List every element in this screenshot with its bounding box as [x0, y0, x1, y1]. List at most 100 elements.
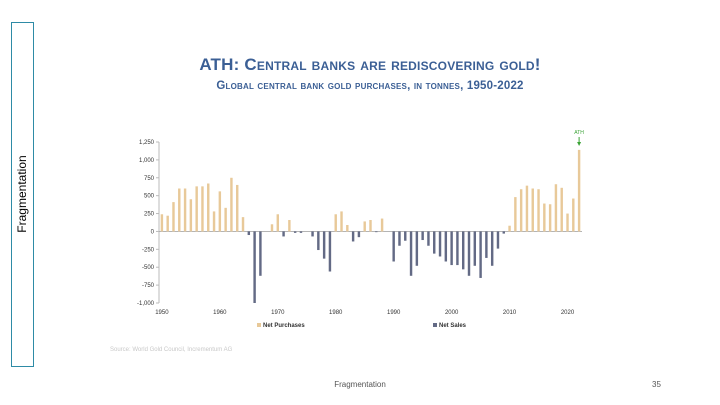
ath-annotation: ATH — [574, 130, 584, 146]
bar-net-purchases — [380, 218, 384, 232]
bar-net-purchases — [218, 191, 222, 232]
bar-net-purchases — [537, 189, 540, 232]
x-axis: 1950 1960 1970 1980 1990 2000 2010 2020 — [155, 310, 575, 316]
bar-net-sales — [438, 231, 442, 257]
bar-net-purchases — [548, 204, 552, 232]
chart-subtitle: Global central bank gold purchases, in t… — [216, 80, 524, 92]
bar-net-sales — [502, 231, 505, 234]
bar-net-sales — [415, 231, 419, 266]
bar-net-sales — [485, 231, 488, 258]
bar-net-sales — [392, 231, 395, 262]
y-tick-label: -250 — [142, 247, 155, 253]
bar-net-purchases — [195, 186, 198, 232]
x-tick-label: 2010 — [503, 310, 517, 316]
bar-net-sales — [496, 231, 500, 249]
bar-net-purchases — [560, 187, 563, 232]
x-tick-label: 1970 — [271, 310, 285, 316]
y-tick-label: 750 — [144, 176, 155, 182]
ath-arrow-head — [577, 142, 582, 146]
bar-net-purchases — [577, 149, 581, 232]
bar-net-purchases — [334, 214, 337, 232]
bar-net-purchases — [363, 221, 366, 232]
bar-net-purchases — [508, 225, 511, 232]
bar-net-sales — [409, 231, 413, 276]
legend: Net Purchases Net Sales — [257, 323, 467, 329]
bar-net-purchases — [212, 211, 216, 232]
x-tick-label: 2000 — [445, 310, 459, 316]
bar-net-purchases — [525, 185, 529, 232]
x-tick-label: 1980 — [329, 310, 343, 316]
bar-net-sales — [351, 231, 355, 242]
bar-net-purchases — [160, 214, 164, 232]
bar-net-purchases — [288, 220, 291, 232]
bar-net-purchases — [178, 188, 181, 232]
bar-net-purchases — [276, 214, 279, 232]
y-tick-label: -1,000 — [137, 301, 155, 307]
bar-net-sales — [293, 231, 297, 233]
legend-label: Net Purchases — [263, 323, 305, 329]
bar-net-sales — [490, 231, 494, 266]
bar-net-sales — [421, 231, 424, 241]
y-tick-label: 250 — [144, 212, 155, 218]
x-tick-label: 2020 — [561, 310, 575, 316]
bar-net-sales — [444, 231, 448, 262]
bar-net-purchases — [224, 207, 227, 232]
bar-net-purchases — [207, 183, 210, 232]
x-tick-label: 1950 — [155, 310, 169, 316]
bar-net-sales — [473, 231, 477, 266]
bar-net-sales — [456, 231, 459, 266]
bar-net-sales — [398, 231, 401, 246]
y-tick-label: -750 — [142, 283, 155, 289]
source-note: Source: World Gold Council, Incrementum … — [110, 347, 233, 353]
x-tick-label: 1960 — [213, 310, 227, 316]
bars — [160, 149, 581, 303]
y-tick-label: 0 — [151, 229, 155, 235]
bar-net-purchases — [189, 199, 193, 232]
bar-net-purchases — [183, 188, 187, 232]
legend-swatch — [257, 323, 261, 327]
bar-net-sales — [375, 231, 378, 233]
bar-net-purchases — [236, 184, 239, 232]
bar-net-purchases — [340, 211, 343, 232]
bar-net-purchases — [566, 213, 569, 232]
bar-net-purchases — [230, 177, 233, 232]
bar-net-sales — [253, 231, 256, 303]
bar-net-purchases — [514, 197, 517, 232]
bar-net-sales — [259, 231, 262, 276]
y-tick-label: 500 — [144, 194, 155, 200]
bar-net-purchases — [241, 217, 245, 232]
y-tick-label: 1,250 — [139, 140, 155, 146]
bar-net-purchases — [166, 215, 169, 232]
ath-label: ATH — [574, 130, 584, 136]
bar-net-sales — [357, 231, 361, 238]
bar-net-purchases — [201, 186, 204, 232]
bar-net-sales — [433, 231, 436, 254]
bar-net-purchases — [531, 188, 534, 232]
legend-label: Net Sales — [439, 323, 467, 329]
legend-swatch — [433, 323, 437, 327]
bar-net-purchases — [346, 225, 349, 232]
bar-net-purchases — [270, 224, 274, 232]
y-tick-label: -500 — [142, 265, 155, 271]
bar-net-sales — [328, 231, 332, 272]
bar-net-sales — [317, 231, 320, 251]
x-tick-label: 1990 — [387, 310, 401, 316]
slide-footer: Fragmentation — [334, 380, 386, 389]
bar-net-purchases — [572, 198, 575, 232]
bar-net-sales — [450, 231, 453, 266]
bar-net-purchases — [369, 220, 372, 232]
bar-net-sales — [404, 231, 407, 241]
page-number: 35 — [652, 380, 661, 389]
bar-net-sales — [282, 231, 285, 237]
y-tick-label: 1,000 — [139, 158, 155, 164]
bar-net-sales — [462, 231, 465, 270]
bar-net-purchases — [543, 203, 546, 232]
bar-net-sales — [467, 231, 471, 276]
bar-net-sales — [322, 231, 326, 259]
bar-net-purchases — [172, 202, 175, 232]
bar-net-sales — [479, 231, 482, 278]
bar-net-purchases — [519, 189, 523, 232]
bar-net-sales — [247, 231, 251, 236]
chart-title: ATH: Central banks are rediscovering gol… — [199, 55, 541, 74]
